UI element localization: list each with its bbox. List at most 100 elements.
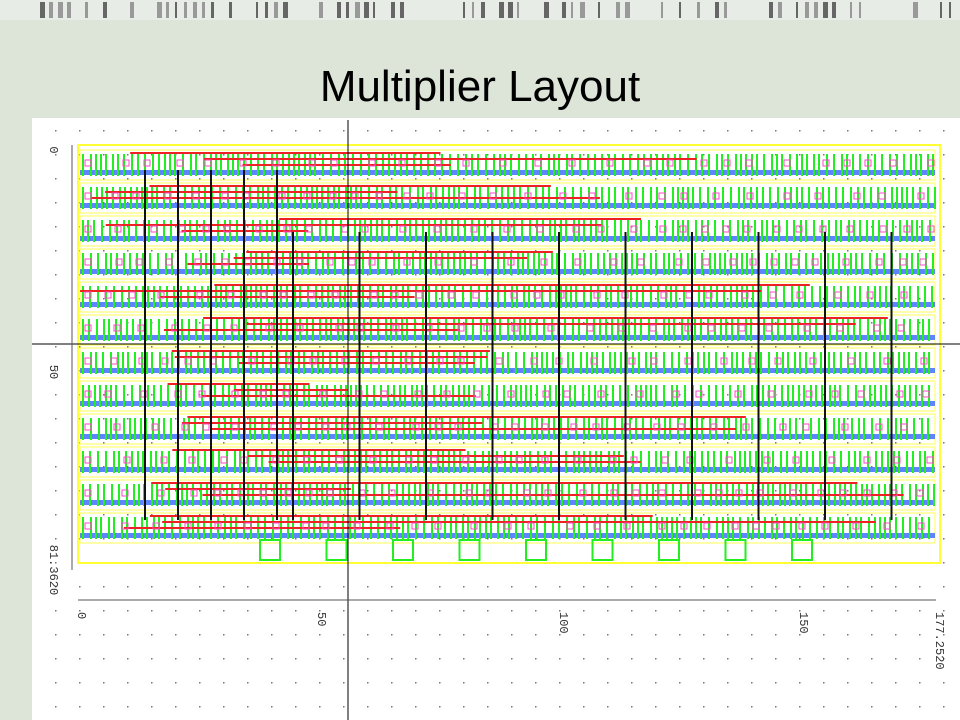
io-pad [392,539,414,561]
grid-dot [487,442,489,444]
grid-dot [847,130,849,132]
grid-dot [871,178,873,180]
poly [453,253,455,275]
poly [820,352,822,374]
poly [708,154,710,176]
poly [727,154,729,176]
grid-dot [727,586,729,588]
poly [923,352,925,374]
grid-dot [487,634,489,636]
poly [142,253,144,275]
grid-dot [127,514,129,516]
poly [870,187,872,209]
poly [404,220,406,242]
grid-dot [55,634,57,636]
poly [927,484,929,506]
grid-dot [391,178,393,180]
poly [915,154,917,176]
grid-dot [295,634,297,636]
contact [834,291,842,299]
poly [150,451,152,473]
poly [650,253,652,275]
contact [643,159,651,167]
grid-dot [391,226,393,228]
grid-dot [631,394,633,396]
contact [380,390,388,398]
poly [570,286,572,308]
grid-dot [847,490,849,492]
poly [523,286,525,308]
grid-dot [175,538,177,540]
strip-bar [157,2,162,18]
strip-bar [598,2,600,18]
contact [729,258,737,266]
grid-dot [463,202,465,204]
poly [247,451,249,473]
grid-dot [607,442,609,444]
contact [903,225,911,233]
grid-dot [415,250,417,252]
grid-dot [943,370,945,372]
grid-dot [247,322,249,324]
poly [518,154,520,176]
poly [82,418,84,440]
poly [891,187,893,209]
grid-dot [703,610,705,612]
poly [471,220,473,242]
contact [879,225,887,233]
grid-dot [847,418,849,420]
grid-dot [823,346,825,348]
contact [725,456,733,464]
grid-dot [463,346,465,348]
poly [415,517,417,539]
grid-dot [343,418,345,420]
poly [175,385,177,407]
contact [658,522,666,530]
grid-dot [79,634,81,636]
grid-dot [175,706,177,708]
poly [629,154,631,176]
poly [861,253,863,275]
poly [721,154,723,176]
grid-dot [319,178,321,180]
poly [622,319,624,341]
grid-dot [535,178,537,180]
grid-dot [223,514,225,516]
poly [695,154,697,176]
grid-dot [79,658,81,660]
strip-bar [391,2,395,18]
grid-dot [271,466,273,468]
grid-dot [175,202,177,204]
grid-dot [55,490,57,492]
poly [611,319,613,341]
contact [883,357,891,365]
grid-dot [511,634,513,636]
grid-dot [103,706,105,708]
grid-dot [223,706,225,708]
poly [663,352,665,374]
grid-dot [175,298,177,300]
contact [412,423,420,431]
poly [750,187,752,209]
poly [451,220,453,242]
poly [95,352,97,374]
contact [370,291,378,299]
poly [681,319,683,341]
poly [722,517,724,539]
grid-dot [655,706,657,708]
poly [325,220,327,242]
contact [847,357,855,365]
grid-dot [775,658,777,660]
poly [465,154,467,176]
poly [87,220,89,242]
grid-dot [871,634,873,636]
grid-dot [823,442,825,444]
contact [722,225,730,233]
grid-dot [391,634,393,636]
poly [193,385,195,407]
poly [332,220,334,242]
grid-dot [319,658,321,660]
contact [723,159,731,167]
poly [170,418,172,440]
grid-dot [199,538,201,540]
